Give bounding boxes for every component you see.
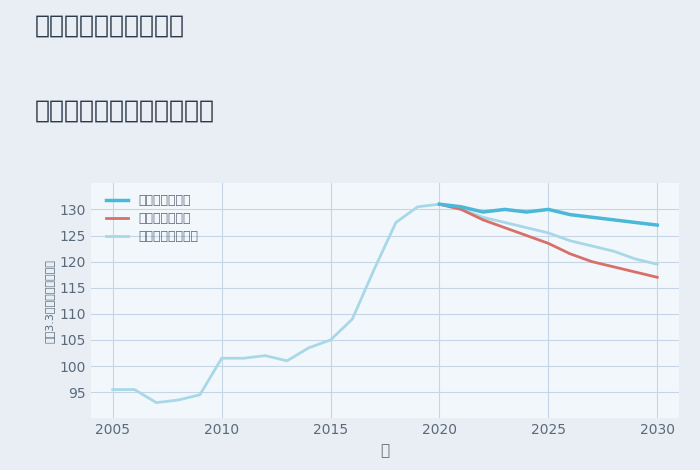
ノーマルシナリオ — [500, 219, 509, 225]
グッドシナリオ — [435, 201, 444, 207]
グッドシナリオ — [653, 222, 662, 228]
グッドシナリオ — [544, 207, 552, 212]
Line: バッドシナリオ: バッドシナリオ — [440, 204, 657, 277]
バッドシナリオ — [610, 264, 618, 270]
バッドシナリオ — [479, 217, 487, 223]
Line: ノーマルシナリオ: ノーマルシナリオ — [440, 204, 657, 264]
バッドシナリオ — [566, 251, 574, 257]
バッドシナリオ — [631, 269, 640, 275]
バッドシナリオ — [457, 207, 466, 212]
ノーマルシナリオ — [566, 238, 574, 243]
グッドシナリオ — [631, 219, 640, 225]
バッドシナリオ — [653, 274, 662, 280]
グッドシナリオ — [588, 214, 596, 220]
ノーマルシナリオ — [653, 261, 662, 267]
バッドシナリオ — [522, 233, 531, 238]
グッドシナリオ — [457, 204, 466, 210]
グッドシナリオ — [479, 209, 487, 215]
ノーマルシナリオ — [631, 256, 640, 262]
グッドシナリオ — [500, 207, 509, 212]
ノーマルシナリオ — [588, 243, 596, 249]
Text: 中古マンションの価格推移: 中古マンションの価格推移 — [35, 99, 215, 123]
バッドシナリオ — [435, 201, 444, 207]
ノーマルシナリオ — [544, 230, 552, 236]
グッドシナリオ — [610, 217, 618, 223]
バッドシナリオ — [588, 259, 596, 265]
X-axis label: 年: 年 — [380, 443, 390, 458]
バッドシナリオ — [544, 241, 552, 246]
Text: 兵庫県姫路市材木町の: 兵庫県姫路市材木町の — [35, 14, 185, 38]
ノーマルシナリオ — [610, 248, 618, 254]
ノーマルシナリオ — [479, 214, 487, 220]
Line: グッドシナリオ: グッドシナリオ — [440, 204, 657, 225]
グッドシナリオ — [522, 209, 531, 215]
ノーマルシナリオ — [435, 201, 444, 207]
バッドシナリオ — [500, 225, 509, 230]
ノーマルシナリオ — [457, 207, 466, 212]
Legend: グッドシナリオ, バッドシナリオ, ノーマルシナリオ: グッドシナリオ, バッドシナリオ, ノーマルシナリオ — [103, 192, 201, 246]
ノーマルシナリオ — [522, 225, 531, 230]
Y-axis label: 平（3.3㎡）単価（万円）: 平（3.3㎡）単価（万円） — [44, 259, 54, 343]
グッドシナリオ — [566, 212, 574, 218]
